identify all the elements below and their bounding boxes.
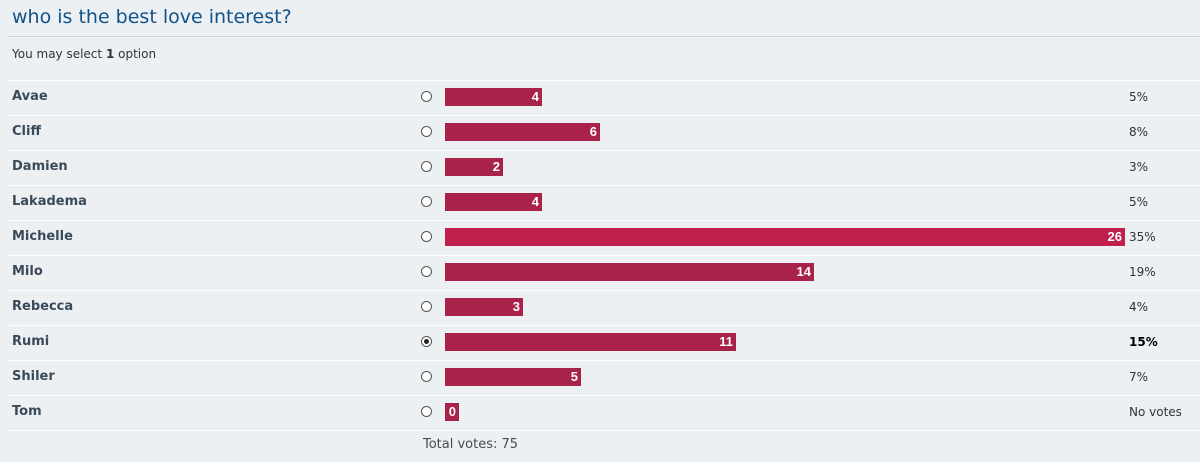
poll-option-label: Lakadema xyxy=(12,194,87,209)
poll-option-row[interactable]: Damien 2 3% xyxy=(8,151,1200,186)
poll-option-label: Milo xyxy=(12,264,43,279)
poll-option-radio[interactable] xyxy=(421,231,432,242)
poll-option-radio[interactable] xyxy=(421,161,432,172)
poll-title: who is the best love interest? xyxy=(12,6,292,28)
poll-result-bar: 2 xyxy=(445,158,503,176)
poll-option-row[interactable]: Michelle 26 35% xyxy=(8,221,1200,256)
poll-vote-count: 5 xyxy=(570,369,578,384)
poll-option-label: Rebecca xyxy=(12,299,74,314)
poll-option-percent: 5% xyxy=(1129,90,1149,104)
title-divider xyxy=(8,36,1200,37)
poll-result-bar: 26 xyxy=(445,228,1125,246)
poll-option-radio[interactable] xyxy=(421,336,432,347)
poll-option-radio[interactable] xyxy=(421,126,432,137)
poll-option-row[interactable]: Avae 4 5% xyxy=(8,81,1200,116)
poll-option-row[interactable]: Lakadema 4 5% xyxy=(8,186,1200,221)
poll-option-radio[interactable] xyxy=(421,406,432,417)
poll-option-percent: 15% xyxy=(1129,335,1158,349)
poll-option-label: Cliff xyxy=(12,124,41,139)
poll-option-label: Rumi xyxy=(12,334,50,349)
poll-info-count: 1 xyxy=(105,47,115,61)
poll-result-bar: 14 xyxy=(445,263,814,281)
poll-option-row[interactable]: Tom 0 No votes xyxy=(8,396,1200,431)
poll-option-label: Damien xyxy=(12,159,68,174)
poll-info: You may select 1 option xyxy=(12,47,156,61)
poll-option-percent: 35% xyxy=(1129,230,1156,244)
poll-option-percent: 8% xyxy=(1129,125,1149,139)
poll-vote-count: 0 xyxy=(448,404,456,419)
poll-result-bar: 3 xyxy=(445,298,523,316)
poll-info-prefix: You may select xyxy=(12,47,106,61)
poll-vote-count: 6 xyxy=(589,124,597,139)
poll-result-bar: 5 xyxy=(445,368,581,386)
poll-option-percent: 4% xyxy=(1129,300,1149,314)
poll-option-radio[interactable] xyxy=(421,196,432,207)
poll-option-percent: 19% xyxy=(1129,265,1156,279)
total-votes: Total votes: 75 xyxy=(423,437,519,452)
poll-option-label: Shiler xyxy=(12,369,55,384)
poll-option-label: Michelle xyxy=(12,229,73,244)
poll-option-radio[interactable] xyxy=(421,301,432,312)
poll-option-row[interactable]: Rumi 11 15% xyxy=(8,326,1200,361)
poll-vote-count: 3 xyxy=(512,299,520,314)
poll-result-bar: 6 xyxy=(445,123,600,141)
poll-option-row[interactable]: Cliff 6 8% xyxy=(8,116,1200,151)
poll-result-bar: 0 xyxy=(445,403,459,421)
poll-option-label: Tom xyxy=(12,404,42,419)
poll-option-row[interactable]: Shiler 5 7% xyxy=(8,361,1200,396)
poll-result-bar: 4 xyxy=(445,88,542,106)
poll-vote-count: 2 xyxy=(492,159,500,174)
poll-vote-count: 11 xyxy=(719,334,733,349)
poll-result-bar: 4 xyxy=(445,193,542,211)
poll-option-percent: 7% xyxy=(1129,370,1149,384)
poll-vote-count: 4 xyxy=(531,194,539,209)
poll-option-radio[interactable] xyxy=(421,371,432,382)
poll-info-suffix: option xyxy=(114,47,157,61)
poll-option-percent: 5% xyxy=(1129,195,1149,209)
poll-result-bar: 11 xyxy=(445,333,736,351)
poll-vote-count: 14 xyxy=(796,264,811,279)
poll-vote-count: 4 xyxy=(531,89,539,104)
poll-option-percent: 3% xyxy=(1129,160,1149,174)
poll-option-percent: No votes xyxy=(1129,405,1182,419)
poll-options: Avae 4 5% Cliff 6 8% Damien 2 3% Lakadema 4 5% Miche… xyxy=(8,80,1200,431)
poll-option-row[interactable]: Milo 14 19% xyxy=(8,256,1200,291)
poll-option-row[interactable]: Rebecca 3 4% xyxy=(8,291,1200,326)
poll-option-radio[interactable] xyxy=(421,91,432,102)
poll-option-radio[interactable] xyxy=(421,266,432,277)
poll-vote-count: 26 xyxy=(1107,229,1122,244)
poll-option-label: Avae xyxy=(12,89,48,104)
